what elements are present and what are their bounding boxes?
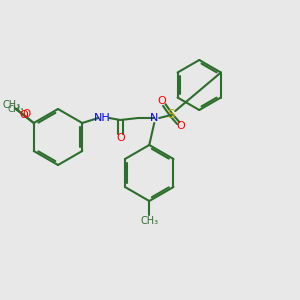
Text: S: S: [168, 109, 175, 122]
Text: CH₃: CH₃: [8, 104, 24, 113]
Text: O: O: [177, 121, 186, 131]
Text: O: O: [158, 96, 167, 106]
Text: O: O: [117, 133, 126, 143]
Text: O: O: [20, 110, 28, 120]
Text: NH: NH: [94, 113, 111, 123]
Text: N: N: [150, 113, 158, 123]
Text: O: O: [22, 109, 31, 119]
Text: CH₃: CH₃: [3, 100, 21, 110]
Text: CH₃: CH₃: [140, 216, 158, 226]
